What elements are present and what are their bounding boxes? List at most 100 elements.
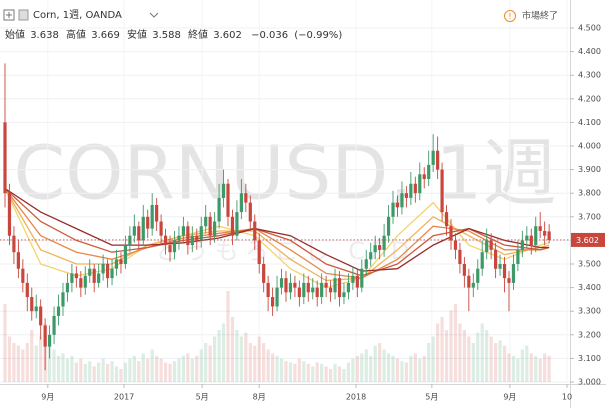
volume-bar [547, 356, 551, 382]
volume-bar [498, 340, 502, 382]
candle-body [48, 334, 52, 347]
volume-bar [360, 353, 364, 382]
candle-body [123, 245, 128, 264]
volume-bar [502, 345, 507, 382]
volume-bar [355, 356, 359, 382]
volume-bar [275, 356, 279, 382]
candle-body [529, 235, 533, 246]
candle-body [516, 249, 520, 264]
candle-body [378, 245, 382, 250]
volume-bar [101, 358, 105, 382]
volume-bar [83, 363, 87, 382]
volume-bar [378, 343, 382, 382]
candle-body [373, 245, 377, 253]
volume-bar [30, 330, 34, 382]
volume-bar [262, 343, 266, 382]
candle-body [543, 230, 547, 236]
volume-bar [342, 369, 346, 382]
volume-bar [382, 349, 386, 382]
volume-bar [395, 358, 400, 382]
volume-bar [199, 349, 203, 382]
candle-body [114, 259, 119, 269]
candle-body [101, 264, 105, 274]
y-tick-label: 3.300 [578, 307, 601, 316]
y-tick-label: 4.100 [578, 118, 601, 127]
candle-body [141, 216, 145, 241]
volume-bar [177, 358, 181, 382]
volume-bar [293, 363, 297, 382]
volume-bar [440, 317, 444, 382]
volume-bar [511, 356, 516, 382]
candle-body [217, 197, 221, 222]
dropdown-icon[interactable] [149, 12, 159, 18]
candle-body [288, 282, 293, 293]
volume-bar [213, 336, 217, 382]
volume-bar [181, 356, 185, 382]
candle-body [284, 278, 288, 293]
low-label: 安値 [127, 28, 147, 41]
volume-bar [119, 369, 123, 382]
volume-bar [467, 336, 471, 382]
candle-body [257, 240, 261, 264]
volume-bar [226, 291, 230, 382]
expand-icon[interactable] [3, 9, 15, 21]
candle-body [476, 268, 480, 283]
volume-bar [476, 332, 480, 382]
candle-body [311, 287, 315, 293]
candle-body [146, 216, 150, 229]
candle-body [297, 287, 301, 298]
volume-bar [413, 353, 417, 382]
volume-bar [88, 361, 92, 382]
candle-body [293, 282, 297, 288]
volume-bar [208, 345, 212, 382]
y-tick-label: 3.500 [578, 260, 601, 269]
candle-body [471, 282, 475, 288]
candle-body [342, 292, 346, 298]
volume-bar [239, 336, 243, 382]
candle-body [534, 226, 538, 246]
candle-body [279, 278, 284, 288]
header: Corn, 1週, OANDA 始値 3.638 高値 3.669 安値 3.5… [3, 9, 558, 41]
volume-bar [431, 336, 435, 382]
candle-body [3, 122, 7, 194]
volume-bar [507, 353, 511, 382]
y-tick-label: 4.300 [578, 71, 601, 80]
candle-body [467, 275, 471, 288]
candle-body [351, 275, 355, 283]
candle-body [7, 193, 12, 236]
candle-body [239, 193, 243, 213]
volume-bar [529, 353, 533, 382]
volume-bar [471, 343, 475, 382]
candle-body [199, 226, 203, 241]
volume-bar [61, 353, 65, 382]
volume-bar [257, 336, 261, 382]
watermark-layer: CORNUSD, 1週 とうもろこし CFD [14, 131, 557, 266]
volume-bar [141, 353, 145, 382]
candle-body [346, 282, 351, 293]
candle-body [422, 174, 426, 180]
candle-body [494, 249, 498, 269]
candle-body [262, 264, 266, 283]
candle-body [266, 282, 270, 298]
y-tick-label: 3.900 [578, 165, 601, 174]
volume-bar [418, 358, 422, 382]
candle-body [150, 205, 154, 229]
candle-body [159, 221, 163, 236]
volume-bar [346, 362, 351, 382]
volume-bar [400, 361, 404, 382]
volume-bar [105, 363, 110, 382]
candle-body [418, 174, 422, 194]
candle-body [386, 216, 391, 236]
candle-body [525, 235, 529, 241]
change: −0.036 [251, 30, 288, 41]
y-tick-label: 3.400 [578, 283, 601, 292]
volume-bar [534, 356, 538, 382]
volume-bar [3, 304, 7, 382]
y-tick-label: 4.000 [578, 142, 601, 151]
candle-body [404, 193, 408, 198]
volume-bar [7, 336, 12, 382]
ribbon-layer [4, 187, 550, 289]
volume-bar [364, 349, 368, 382]
volume-bar [150, 349, 154, 382]
volume-bar [244, 332, 248, 382]
